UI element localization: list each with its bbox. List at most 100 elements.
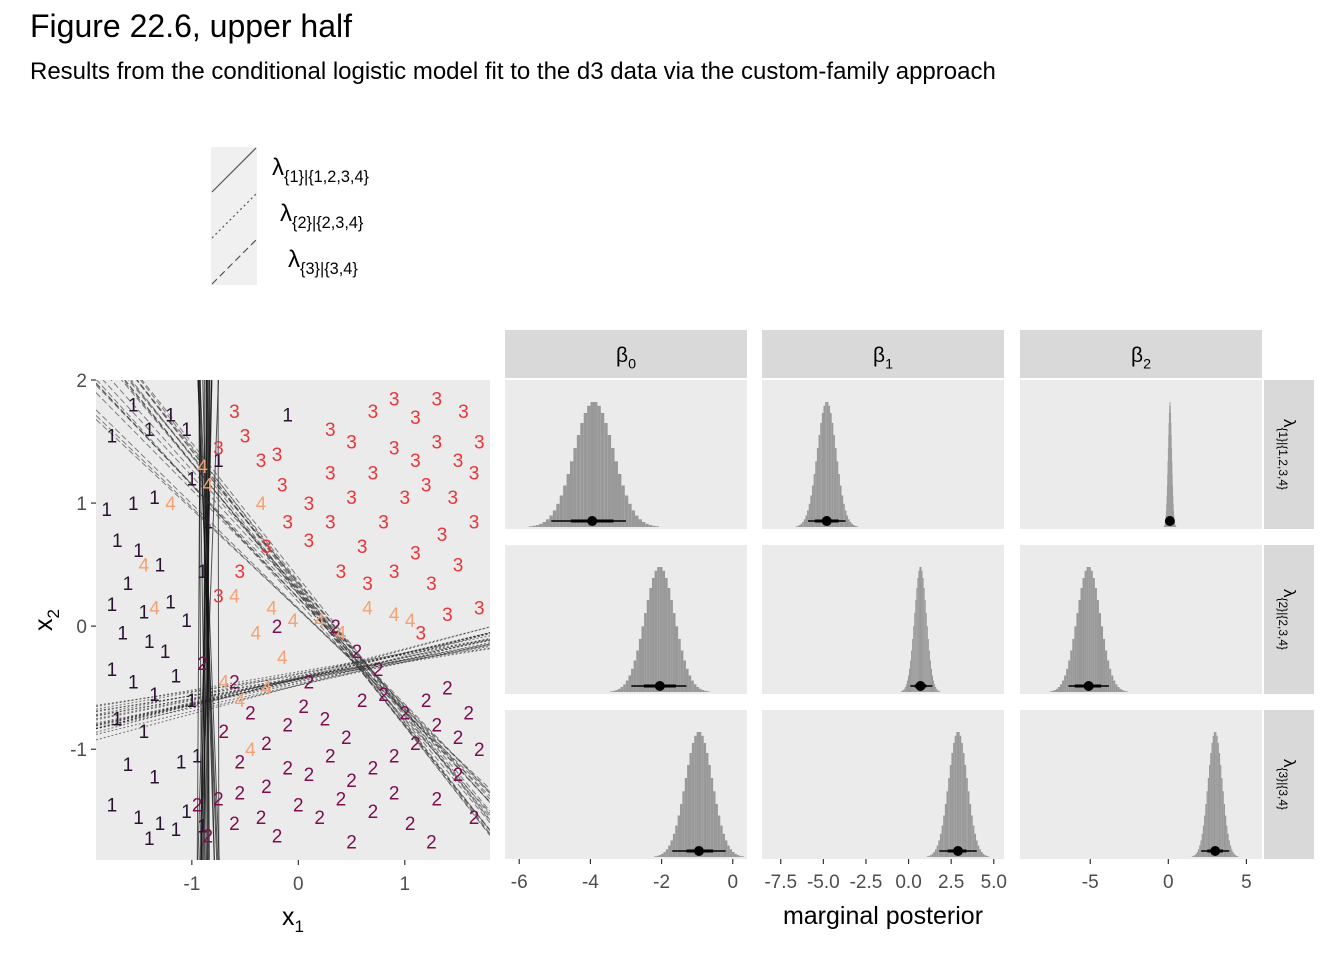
scatter-point: 4 [229,586,240,607]
histogram-bar [936,845,939,857]
histogram-bar [961,742,963,857]
scatter-point: 4 [405,611,416,632]
scatter-y-tick-label: 1 [76,494,87,515]
histogram-bar [976,840,978,857]
histogram-bar [1223,803,1225,857]
histogram-bar [971,815,973,857]
scatter-point: 1 [192,746,203,767]
histogram-bar [1068,660,1071,692]
legend: λ{1}|{1,2,3,4}λ{2}|{2,3,4}λ{3}|{3,4} [211,147,370,285]
posterior-panel [762,545,1004,694]
scatter-point: 4 [362,599,373,620]
histogram-bar [653,856,657,857]
scatter-point: 2 [272,617,283,638]
column-strip-0 [505,330,747,378]
scatter-point: 1 [107,660,118,681]
scatter-point: 2 [282,716,293,737]
histogram-bar [1172,495,1174,527]
scatter-point: 2 [272,826,283,847]
scatter-point: 2 [336,789,347,810]
scatter-point: 4 [245,740,256,761]
histogram-bar [677,815,681,857]
scatter-point: 2 [357,691,368,712]
histogram-bar [848,519,850,527]
posterior-median-point [587,516,598,526]
boundary-line-2 [96,637,490,727]
scatter-point: 3 [272,445,283,466]
legend-key-line-1 [211,147,257,193]
histogram-bar [546,519,550,527]
histogram-bar [1170,405,1171,527]
histogram-bar [911,650,913,692]
scatter-point: 3 [346,433,357,454]
histogram-bar [1055,688,1058,692]
histogram-bar [552,510,557,527]
histogram-bar [1233,853,1235,857]
scatter-point: 3 [474,433,485,454]
scatter-point: 1 [165,405,176,426]
scatter-point: 3 [431,389,442,410]
scatter-point: 2 [304,765,315,786]
scatter-x-tick-label: 0 [293,874,304,895]
histogram-bar [925,613,927,692]
scatter-point: 2 [352,642,363,663]
scatter-point: 1 [144,420,155,441]
histogram-bar [1210,752,1212,857]
histogram-bar [1169,402,1171,527]
histogram-bar [1174,523,1176,527]
histogram-bar [706,752,709,857]
histogram-bar [624,495,629,527]
histogram-bar [1166,485,1168,527]
scatter-point: 3 [368,463,379,484]
histogram-bar [1163,525,1165,527]
posterior-median-point [1210,846,1221,856]
histogram-bar [1167,473,1168,527]
histogram-bar [844,510,847,527]
histogram-bar [1191,856,1194,857]
histogram-bar [583,412,588,527]
scatter-point: 1 [144,632,155,653]
scatter-point: 2 [229,814,240,835]
scatter-point: 1 [128,673,139,694]
histogram-bar [1199,845,1201,857]
histogram-bar [648,525,653,527]
histogram-bar [569,461,574,527]
histogram-bar [1164,521,1166,527]
histogram-bar [1217,742,1219,857]
histogram-bar [1074,626,1077,692]
histogram-bar [680,803,683,857]
histogram-bar [649,587,652,692]
histogram-bar [614,461,618,527]
histogram-bar [979,849,981,857]
histogram-bar [678,638,681,692]
histogram-bar [1123,690,1126,692]
histogram-bar [956,732,958,857]
histogram-bar [689,752,692,857]
histogram-bar [938,840,940,857]
column-strip-label-2: β2 [1131,344,1151,372]
row-strip-0 [1264,380,1314,529]
histogram-bar [1168,434,1169,527]
grid-x-tick-label: -5.0 [807,872,840,893]
boundary-line-2 [96,642,490,724]
boundary-line-3 [96,392,490,793]
histogram-bar [1113,680,1116,692]
scatter-point: 2 [229,673,240,694]
scatter-point: 2 [203,826,214,847]
histogram-bar [1080,587,1083,692]
histogram-bar [1121,690,1124,692]
histogram-bar [985,855,988,857]
histogram-bar [1220,764,1222,857]
scatter-point: 2 [256,808,267,829]
grid-x-tick-label: 2.5 [938,872,964,893]
histogram-bar [1057,686,1061,692]
histogram-bar [962,752,965,857]
histogram-bar [1167,461,1169,527]
histogram-bar [982,853,985,857]
histogram-bar [646,599,650,692]
histogram-bar [1172,485,1174,527]
histogram-bar [539,523,543,527]
scatter-y-axis-label: x2 [30,609,63,631]
histogram-bar [854,525,857,527]
